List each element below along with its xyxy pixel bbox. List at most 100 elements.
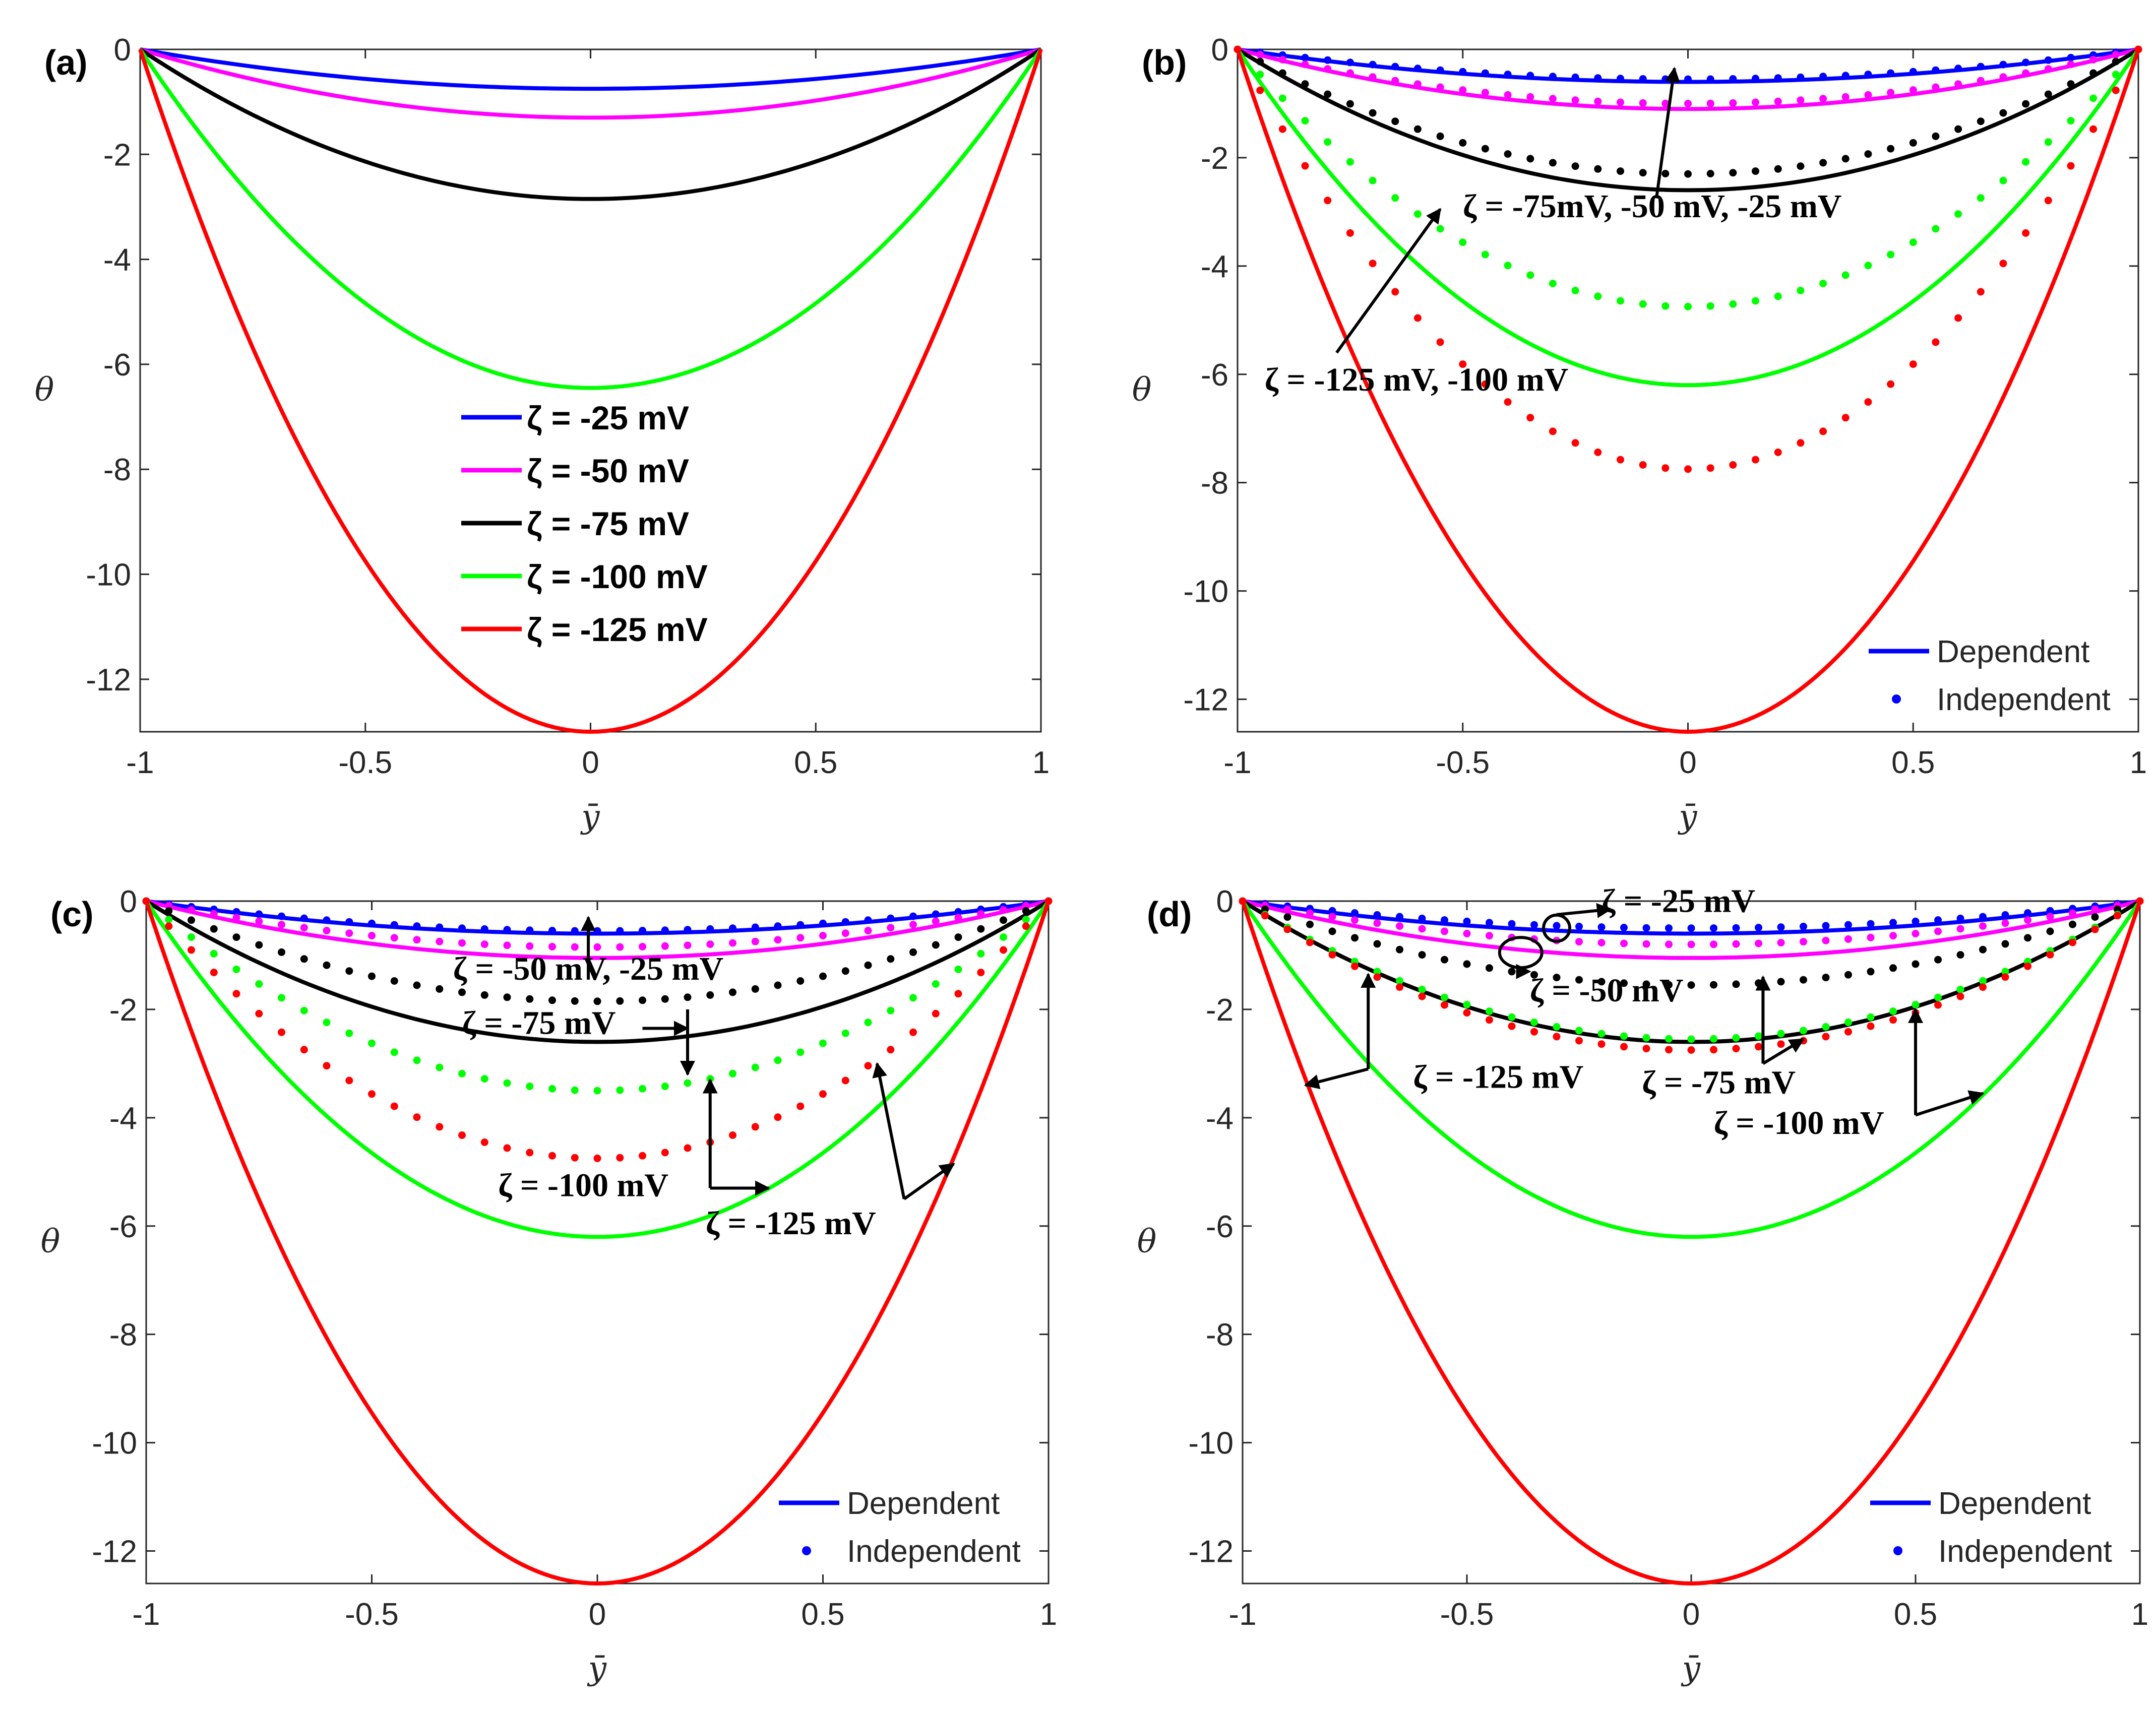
series-point <box>1932 338 1940 346</box>
series-point <box>2024 916 2031 924</box>
y-axis-label: θ <box>35 371 54 409</box>
series-point <box>2091 913 2099 921</box>
annotation-label: ζ = -125 mV <box>706 1205 876 1242</box>
series-point <box>2136 897 2144 905</box>
series-point <box>841 967 849 975</box>
series-point <box>1934 993 1942 1001</box>
legend-swatch <box>1893 1546 1902 1555</box>
series-point <box>774 1113 782 1121</box>
series-point <box>2022 69 2030 77</box>
series-point <box>1022 916 1030 924</box>
annotation-arrow <box>872 1062 906 1199</box>
series-point <box>1822 1023 1830 1031</box>
series-point <box>2001 940 2009 948</box>
series-point <box>639 942 646 950</box>
series-point <box>729 988 736 996</box>
series-point <box>1687 940 1695 948</box>
series-point <box>1504 71 1512 79</box>
series-point <box>954 908 962 916</box>
series-point <box>751 923 759 931</box>
series-point <box>684 941 692 949</box>
series-point <box>2112 86 2120 94</box>
y-tick-label: -12 <box>1183 683 1228 718</box>
y-axis-label: θ <box>41 1223 60 1260</box>
series-point <box>1889 1016 1897 1024</box>
series-point <box>1912 1001 1920 1008</box>
series-point <box>1977 77 1985 85</box>
panel-label: (d) <box>1147 895 1192 934</box>
series-point <box>1324 65 1332 73</box>
series-point <box>1979 913 1987 921</box>
x-tick-label: -0.5 <box>1440 1597 1494 1632</box>
series-point <box>2044 138 2052 146</box>
series-point <box>1620 924 1628 931</box>
series-point <box>1301 80 1309 88</box>
series-point <box>819 1090 827 1098</box>
y-tick-label: -6 <box>1206 1210 1234 1244</box>
series-point <box>278 912 285 920</box>
series-point <box>2022 100 2030 108</box>
series-point <box>2046 927 2054 935</box>
series-point <box>1864 150 1872 158</box>
series-point <box>1306 909 1314 917</box>
series-point <box>1530 971 1538 979</box>
series-point <box>323 961 331 969</box>
series-point <box>1391 117 1399 125</box>
series-point <box>932 917 940 925</box>
series-point <box>1594 449 1602 456</box>
series-point <box>571 927 579 935</box>
series-point <box>1526 93 1534 101</box>
series-point <box>1346 100 1354 108</box>
series-line <box>1236 48 2140 734</box>
series-point <box>1841 271 1850 279</box>
series-point <box>1752 456 1759 464</box>
series-point <box>1999 109 2007 117</box>
series-point <box>210 925 218 933</box>
series-point <box>1956 992 1964 1000</box>
series-point <box>1575 922 1583 930</box>
series-point <box>1418 951 1426 959</box>
series-point <box>1391 194 1399 202</box>
series-point <box>526 995 534 1003</box>
series-point <box>1665 924 1673 932</box>
series-point <box>1396 977 1403 985</box>
annotation-arrow <box>903 1162 955 1200</box>
series-point <box>1328 950 1336 959</box>
series-point <box>1706 170 1714 177</box>
series-point <box>2112 71 2120 79</box>
series-point <box>1351 916 1359 924</box>
series-point <box>1755 924 1762 931</box>
series-dots <box>1234 45 2142 178</box>
series-point <box>1729 300 1737 308</box>
series-point <box>1889 1007 1897 1015</box>
legend-entry: Dependent <box>1938 1486 2091 1521</box>
series-point <box>1396 983 1403 991</box>
series-point <box>1979 977 1987 985</box>
series-point <box>1481 89 1489 97</box>
panel-label: (b) <box>1142 43 1187 82</box>
y-tick-label: -10 <box>1183 575 1228 609</box>
series-point <box>1418 914 1426 922</box>
series-point <box>2044 65 2052 73</box>
series-point <box>1706 99 1714 107</box>
series-point <box>1617 75 1624 83</box>
chart-panel-1: -1 -0.5 0 0.5 1 0 -2 -4 -6 -8 -10 -12 ȳ θ (a) ζ = -25 m… <box>35 33 1050 836</box>
series-point <box>1508 920 1516 928</box>
series-point <box>1278 94 1286 102</box>
y-tick-label: -4 <box>103 243 131 278</box>
series-point <box>1441 1001 1448 1009</box>
series-point <box>1436 132 1444 140</box>
series-point <box>1665 1035 1673 1043</box>
series-point <box>2044 197 2052 205</box>
annotation-arrow <box>1915 1090 1985 1117</box>
series-point <box>1234 45 1242 53</box>
series-point <box>1710 981 1717 989</box>
series-point <box>436 937 444 945</box>
series-point <box>2046 950 2054 959</box>
series-point <box>232 908 240 916</box>
series-point <box>684 926 692 934</box>
series-point <box>1864 91 1872 99</box>
series-point <box>2069 938 2076 946</box>
series-point <box>1912 917 1920 925</box>
y-tick-label: -12 <box>1188 1535 1234 1569</box>
